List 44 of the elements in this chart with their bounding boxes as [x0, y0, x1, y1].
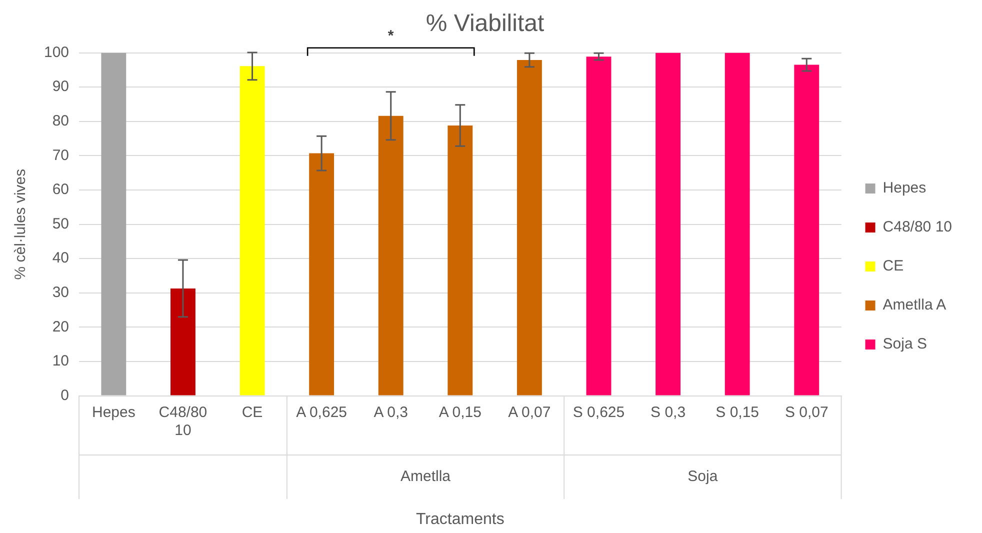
legend-label: CE	[882, 258, 904, 275]
x-axis-title: Tractaments	[416, 510, 504, 528]
x-tick-label: C48/80 10	[158, 404, 208, 439]
y-tick-label: 0	[60, 386, 70, 404]
text: *	[388, 28, 394, 45]
bar	[378, 116, 404, 396]
bar	[586, 56, 612, 396]
y-axis-title: % cèl·lules vives	[12, 168, 30, 280]
x-tick-label: Hepes	[92, 404, 136, 421]
legend-label: Ametlla A	[882, 296, 946, 314]
y-tick-label: 90	[52, 78, 70, 96]
text: Soja	[688, 468, 718, 486]
bar	[724, 52, 750, 396]
x-tick-label: S 0,3	[650, 404, 686, 421]
x-tick-label: A 0,15	[438, 404, 482, 421]
text: Ametlla	[400, 468, 452, 486]
bar	[309, 153, 334, 396]
x-tick-label: A 0,625	[296, 404, 348, 421]
x-tick-label: A 0,3	[374, 404, 408, 421]
bar	[101, 52, 126, 396]
bar	[794, 64, 820, 396]
y-tick-label: 50	[52, 215, 70, 232]
x-tick-label: CE	[242, 404, 263, 421]
y-tick-label: 80	[52, 112, 70, 130]
y-tick-label: 10	[52, 352, 70, 370]
x-tick-label: A 0,07	[508, 404, 551, 421]
bar	[516, 60, 542, 396]
x-tick-label: S 0,15	[716, 404, 760, 421]
x-tick-label: S 0,625	[572, 404, 625, 421]
chart-title: % Viabilitat	[426, 10, 544, 38]
y-tick-label: 70	[52, 146, 70, 164]
legend-label: Hepes	[882, 180, 926, 197]
bar	[240, 66, 265, 396]
x-tick-label: S 0,07	[784, 404, 828, 421]
y-tick-label: 40	[52, 250, 70, 267]
legend-label: Soja S	[882, 336, 927, 353]
y-tick-label: 100	[44, 44, 70, 61]
legend-label: C48/80 10	[882, 218, 952, 236]
y-tick-label: 60	[52, 181, 70, 198]
bar	[656, 52, 681, 396]
bar	[170, 288, 196, 396]
y-tick-label: 30	[52, 284, 70, 302]
y-tick-label: 20	[52, 318, 70, 336]
bar	[448, 126, 473, 396]
